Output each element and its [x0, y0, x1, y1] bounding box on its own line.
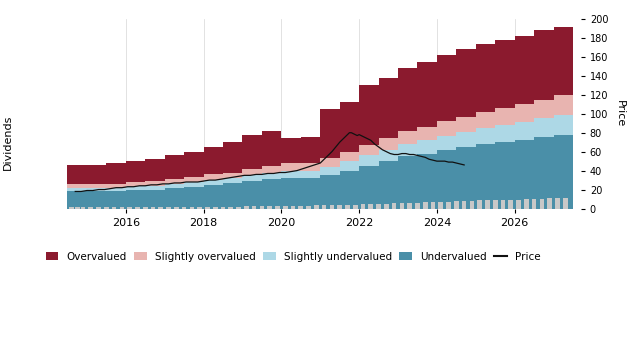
Bar: [508, 199, 513, 209]
Text: Dividends: Dividends: [3, 114, 13, 170]
Bar: [291, 206, 296, 209]
Bar: [415, 203, 420, 209]
Bar: [75, 207, 79, 209]
Bar: [563, 198, 568, 209]
Bar: [174, 207, 179, 209]
Bar: [462, 201, 467, 209]
Bar: [81, 207, 85, 209]
Bar: [446, 202, 451, 209]
Bar: [298, 206, 303, 209]
Bar: [392, 203, 396, 209]
Bar: [96, 207, 101, 209]
Bar: [384, 204, 388, 209]
Bar: [470, 201, 474, 209]
Bar: [112, 207, 116, 209]
Bar: [120, 207, 124, 209]
Bar: [322, 205, 326, 209]
Bar: [159, 207, 163, 209]
Bar: [454, 201, 459, 209]
Bar: [555, 198, 560, 209]
Bar: [275, 206, 280, 209]
Bar: [189, 207, 195, 209]
Bar: [166, 207, 171, 209]
Bar: [353, 205, 358, 209]
Bar: [493, 200, 497, 209]
Bar: [485, 200, 490, 209]
Bar: [236, 207, 241, 209]
Bar: [369, 204, 373, 209]
Bar: [345, 205, 350, 209]
Legend: Overvalued, Slightly overvalued, Slightly undervalued, Undervalued, Price: Overvalued, Slightly overvalued, Slightl…: [42, 247, 545, 266]
Bar: [532, 199, 536, 209]
Bar: [423, 202, 428, 209]
Bar: [431, 202, 435, 209]
Bar: [197, 207, 202, 209]
Bar: [524, 199, 529, 209]
Bar: [376, 204, 381, 209]
Bar: [182, 207, 186, 209]
Bar: [244, 207, 249, 209]
Bar: [283, 206, 287, 209]
Bar: [337, 205, 342, 209]
Bar: [438, 202, 443, 209]
Bar: [307, 206, 311, 209]
Bar: [228, 207, 233, 209]
Bar: [143, 207, 148, 209]
Bar: [314, 206, 319, 209]
Bar: [547, 198, 552, 209]
Bar: [477, 200, 482, 209]
Bar: [516, 199, 521, 209]
Bar: [330, 205, 334, 209]
Bar: [213, 207, 218, 209]
Bar: [252, 207, 257, 209]
Bar: [88, 207, 93, 209]
Bar: [221, 207, 225, 209]
Bar: [135, 207, 140, 209]
Bar: [69, 207, 74, 209]
Bar: [104, 207, 109, 209]
Bar: [408, 203, 412, 209]
Bar: [127, 207, 132, 209]
Bar: [150, 207, 156, 209]
Y-axis label: Price: Price: [615, 100, 625, 127]
Bar: [260, 206, 264, 209]
Bar: [205, 207, 210, 209]
Bar: [540, 198, 544, 209]
Bar: [268, 206, 272, 209]
Bar: [361, 204, 365, 209]
Bar: [399, 203, 404, 209]
Bar: [500, 200, 506, 209]
